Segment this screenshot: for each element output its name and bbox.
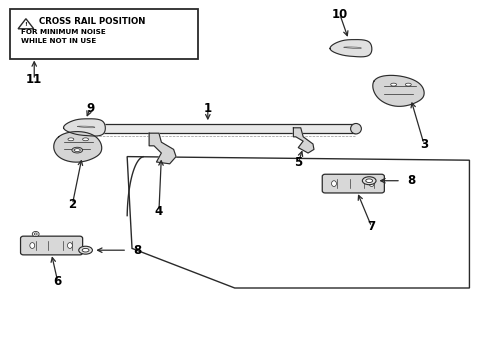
- Polygon shape: [63, 119, 105, 136]
- Ellipse shape: [365, 179, 372, 183]
- Polygon shape: [149, 133, 176, 164]
- Text: FOR MINIMUM NOISE: FOR MINIMUM NOISE: [21, 29, 105, 35]
- FancyBboxPatch shape: [322, 174, 384, 193]
- Ellipse shape: [362, 177, 375, 185]
- Ellipse shape: [32, 231, 39, 237]
- Ellipse shape: [79, 246, 92, 254]
- Ellipse shape: [72, 147, 82, 153]
- Ellipse shape: [390, 83, 396, 86]
- Text: 2: 2: [68, 198, 76, 211]
- Text: 7: 7: [367, 220, 375, 233]
- Text: !: !: [24, 22, 27, 27]
- Ellipse shape: [368, 181, 373, 186]
- Text: 5: 5: [294, 156, 302, 169]
- FancyBboxPatch shape: [10, 9, 198, 59]
- Ellipse shape: [74, 149, 80, 152]
- Ellipse shape: [30, 243, 35, 248]
- FancyBboxPatch shape: [20, 236, 82, 255]
- Polygon shape: [54, 132, 102, 162]
- Ellipse shape: [82, 138, 88, 141]
- Text: 1: 1: [203, 102, 211, 114]
- Ellipse shape: [67, 243, 72, 248]
- Text: WHILE NOT IN USE: WHILE NOT IN USE: [21, 38, 96, 44]
- Polygon shape: [372, 75, 423, 106]
- Text: 8: 8: [406, 174, 414, 187]
- Ellipse shape: [89, 124, 98, 134]
- Text: 4: 4: [155, 205, 163, 218]
- Polygon shape: [293, 128, 313, 153]
- Ellipse shape: [68, 138, 74, 141]
- Text: 6: 6: [54, 275, 61, 288]
- Ellipse shape: [405, 83, 410, 86]
- Polygon shape: [18, 19, 34, 29]
- Text: 11: 11: [26, 73, 42, 86]
- Text: CROSS RAIL POSITION: CROSS RAIL POSITION: [39, 17, 145, 26]
- Ellipse shape: [350, 123, 361, 134]
- Text: 8: 8: [133, 244, 141, 257]
- Ellipse shape: [34, 233, 37, 235]
- Ellipse shape: [82, 248, 89, 252]
- Text: 3: 3: [419, 138, 427, 150]
- Ellipse shape: [331, 181, 336, 186]
- Text: 9: 9: [86, 102, 94, 114]
- Polygon shape: [329, 40, 371, 57]
- Text: 10: 10: [331, 8, 347, 21]
